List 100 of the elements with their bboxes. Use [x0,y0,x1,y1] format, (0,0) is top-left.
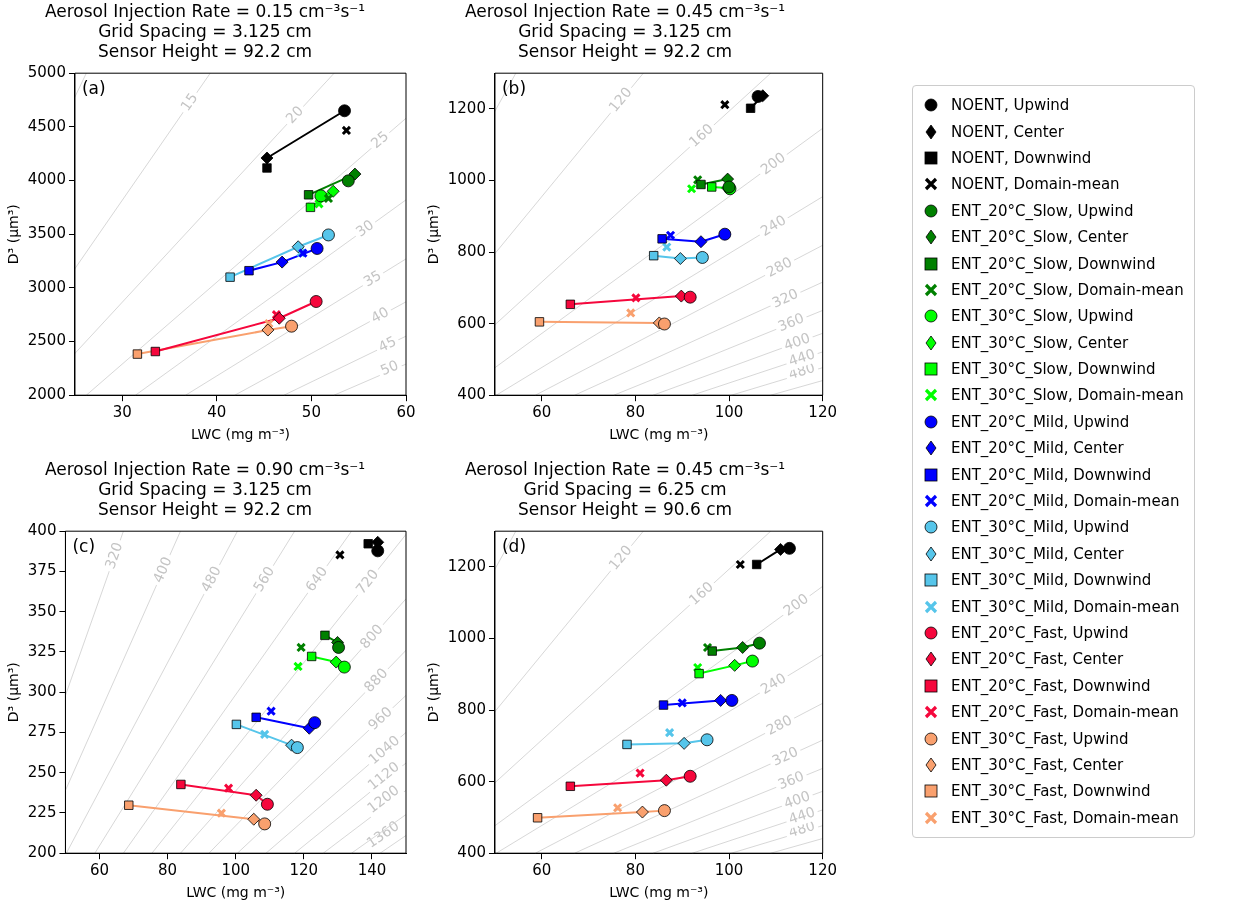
point [305,202,316,213]
x-tick-label: 60 [532,403,552,422]
text: 160 [685,120,717,150]
point [272,311,286,325]
legend-label: ENT_30°C_Slow, Downwind [951,360,1156,379]
text: 200 [780,590,812,619]
text: 280 [763,253,795,280]
text: 320 [101,540,126,571]
y-tick-label: 225 [27,802,57,821]
x-axis-title: LWC (mg m⁻³) [609,884,709,901]
x-tick-label: 40 [207,403,227,422]
legend-label: NOENT, Upwind [951,96,1070,115]
x-tick-label: 120 [289,861,319,880]
point [337,660,351,674]
y-tick-label: 325 [27,641,57,660]
point [635,768,646,779]
point [692,174,703,185]
point [231,719,242,730]
point [745,103,756,113]
point [700,733,714,747]
point [714,694,728,707]
point [150,346,161,357]
point [612,802,623,813]
legend-label: NOENT, Domain-mean [951,175,1120,194]
point [686,183,697,194]
x-tick-label: 60 [89,861,110,880]
point [534,317,545,327]
point [702,642,713,653]
point [664,727,675,738]
y-tick-label: 4000 [27,170,66,189]
point [259,729,270,740]
text: 50 [377,356,401,379]
x-tick-label: 80 [158,861,178,880]
y-tick-label: 600 [457,771,486,790]
point [565,299,575,309]
y-tick-label: 400 [27,521,57,540]
point [746,654,759,668]
x-axis-title: LWC (mg m⁻³) [609,426,709,443]
text: 240 [757,669,789,698]
point [132,349,143,359]
text: 480 [197,563,224,595]
y-tick-label: 3500 [27,224,66,243]
point [223,783,234,794]
point [636,805,649,819]
y-tick-label: 275 [27,722,57,741]
text: 400 [149,554,175,585]
legend-label: NOENT, Downwind [951,148,1092,167]
point [334,549,345,560]
point [249,788,263,802]
point [176,779,186,790]
point [736,641,750,654]
y-axis-title: D³ (µm³) [425,204,442,265]
legend-label: ENT_20°C_Mild, Domain-mean [951,492,1180,511]
legend-label: ENT_30°C_Mild, Domain-mean [951,597,1180,616]
y-tick-label: 350 [27,601,57,620]
point [290,741,304,754]
legend-label: ENT_20°C_Mild, Downwind [951,465,1152,484]
point [296,642,307,653]
point [719,99,730,110]
point [707,646,717,656]
text: 15 [177,89,201,114]
legend-label: ENT_30°C_Fast, Upwind [951,729,1129,748]
y-tick-label: 250 [27,762,57,781]
point [661,242,672,253]
point [332,641,345,654]
y-tick-label: 2000 [27,385,66,404]
annotation: (d) [501,536,527,557]
y-tick-label: 5000 [27,63,66,82]
y-tick-label: 2500 [27,331,66,350]
point [271,309,282,320]
text: 960 [364,703,396,734]
annotation: (b) [501,78,527,99]
legend-label: ENT_30°C_Mild, Center [951,544,1124,563]
point [630,292,641,303]
y-axis-title: D³ (µm³) [5,204,22,265]
point [261,323,275,337]
point [326,184,340,198]
point [725,694,739,707]
point [225,272,235,282]
x-tick-label: 60 [396,403,416,422]
point [753,636,766,650]
x-axis-title: LWC (mg m⁻³) [186,884,286,901]
legend-label: ENT_20°C_Fast, Downwind [951,676,1151,695]
point [649,251,659,261]
point [683,769,697,783]
point [329,655,343,669]
y-axis-title: D³ (µm³) [5,662,22,723]
text: 30 [352,216,377,240]
point [338,104,351,118]
annotation: (c) [72,536,96,557]
point [244,266,254,276]
point [532,813,543,823]
y-axis-title: D³ (µm³) [425,662,442,723]
y-tick-label: 400 [457,843,486,862]
point [275,255,289,269]
legend-label: ENT_20°C_Slow, Upwind [951,201,1134,220]
y-tick-label: 300 [27,682,57,701]
point [260,151,274,165]
point [718,227,732,241]
x-tick-label: 60 [532,861,552,880]
